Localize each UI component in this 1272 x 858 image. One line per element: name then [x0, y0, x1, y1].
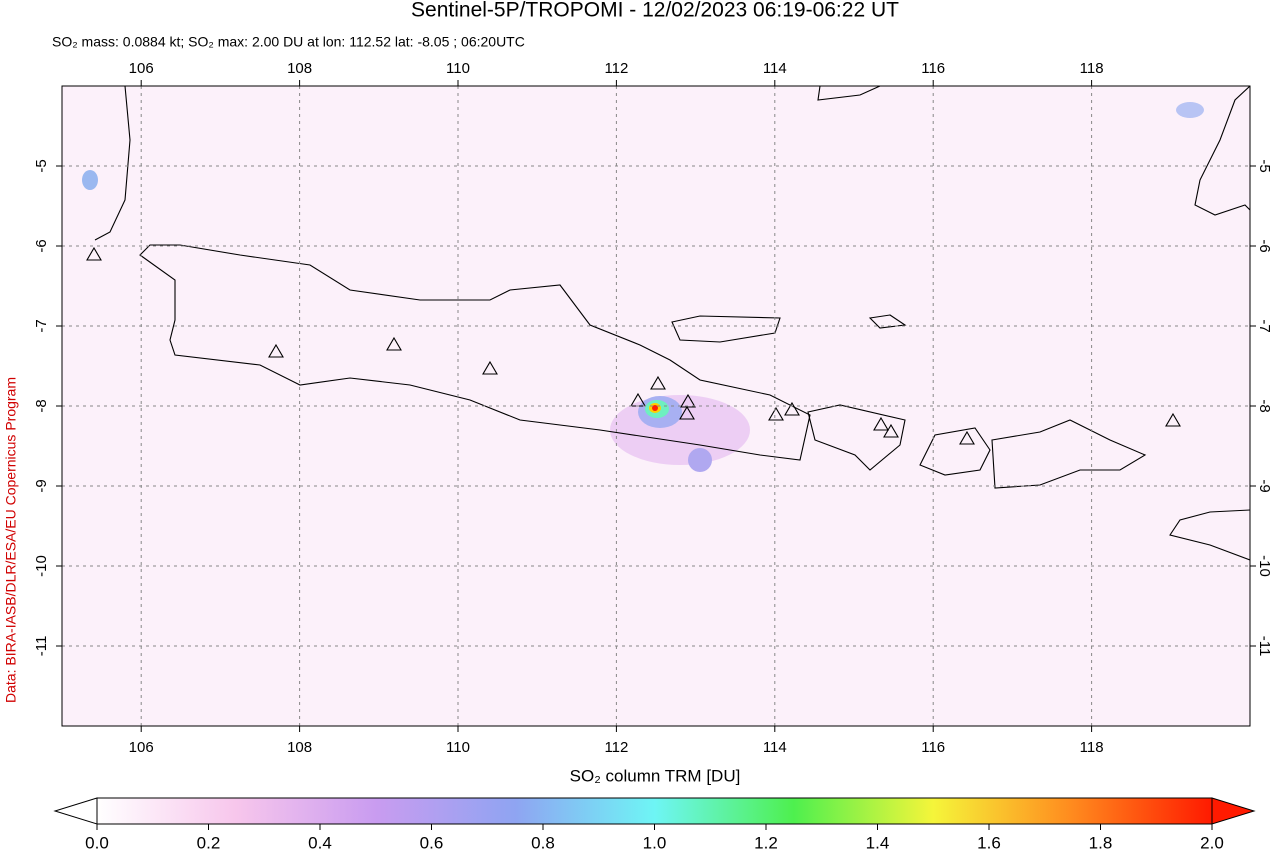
colorbar-tick-label: 0.6 [420, 833, 444, 852]
y-tick-label: -7 [1256, 319, 1272, 332]
volcano-markers [86, 246, 1181, 445]
colorbar-tick-label: 0.2 [197, 833, 221, 852]
x-tick-label: 108 [287, 60, 312, 77]
colorbar-tick-label: 1.2 [754, 833, 778, 852]
x-tick-label: 114 [763, 739, 787, 756]
x-tick-label: 106 [129, 739, 154, 756]
x-tick-label: 108 [287, 739, 312, 756]
x-tick-label: 112 [604, 739, 628, 756]
colorbar-low-arrow [53, 797, 98, 825]
y-tick-label: -10 [33, 555, 50, 577]
y-tick-label: -6 [33, 239, 50, 252]
x-tick-label: 110 [446, 60, 470, 77]
colorbar-tick-label: 0.8 [531, 833, 555, 852]
colorbar-high-arrow [1211, 797, 1256, 825]
y-tick-label: -10 [1256, 555, 1272, 577]
y-tick-label: -9 [1256, 479, 1272, 492]
x-tick-label: 116 [921, 60, 945, 77]
colorbar-tick-label: 1.6 [977, 833, 1001, 852]
colorbar-tick-label: 1.8 [1089, 833, 1113, 852]
x-tick-label: 112 [604, 60, 628, 77]
y-tick-label: -9 [33, 479, 50, 492]
colorbar-tick-label: 0.4 [308, 833, 332, 852]
x-tick-label: 116 [921, 739, 945, 756]
coastlines [94, 86, 1250, 561]
x-tick-label: 118 [1080, 739, 1104, 756]
colorbar [96, 797, 1213, 825]
credit: Data: BIRA-IASB/DLR/ESA/EU Copernicus Pr… [3, 377, 19, 703]
x-tick-label: 110 [446, 739, 470, 756]
y-tick-label: -5 [33, 159, 50, 172]
y-tick-label: -11 [33, 636, 50, 657]
colorbar-tick-label: 2.0 [1200, 833, 1224, 852]
map [62, 86, 1250, 726]
y-tick-label: -6 [1256, 239, 1272, 252]
y-tick-label: -7 [33, 319, 50, 332]
x-tick-label: 118 [1080, 60, 1104, 77]
y-tick-label: -11 [1256, 636, 1272, 657]
colorbar-label: SO₂ column TRM [DU] [570, 766, 741, 785]
subtitle: SO₂ mass: 0.0884 kt; SO₂ max: 2.00 DU at… [52, 34, 525, 50]
colorbar-tick-label: 1.0 [643, 833, 667, 852]
y-tick-label: -5 [1256, 159, 1272, 172]
title: Sentinel-5P/TROPOMI - 12/02/2023 06:19-0… [411, 0, 899, 22]
x-tick-label: 106 [129, 60, 154, 77]
colorbar-tick-label: 0.0 [85, 833, 109, 852]
colorbar-tick-label: 1.4 [866, 833, 890, 852]
x-tick-label: 114 [763, 60, 787, 77]
y-tick-label: -8 [1256, 399, 1272, 412]
y-tick-label: -8 [33, 399, 50, 412]
